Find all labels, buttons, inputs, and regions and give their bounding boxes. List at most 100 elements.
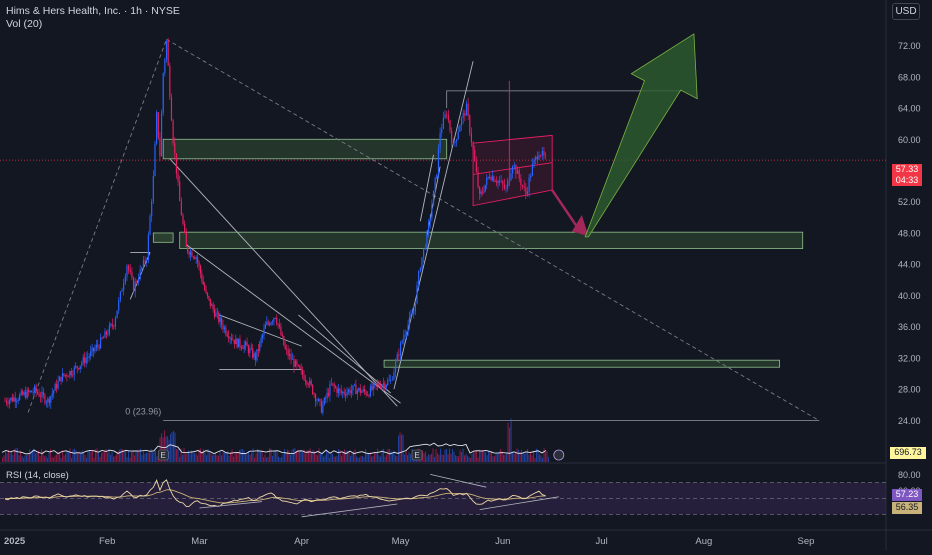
candle-body [507,180,509,189]
candle-body [291,358,294,360]
candle-body [378,383,380,387]
candle-body [451,130,453,143]
volume-bar [236,453,238,462]
candle-body [398,354,400,356]
candle-body [464,112,466,116]
currency-button[interactable]: USD [892,3,920,20]
candle-body [486,178,488,185]
candle-body [384,383,386,388]
candle-body [327,392,330,396]
candle-body [111,323,113,326]
last-price-tag: 57.33 04:33 [892,164,922,186]
candle-body [300,368,302,370]
volume-bar [233,456,235,462]
candle-body [233,339,235,344]
volume-bar [122,449,124,462]
candle-body [418,271,420,286]
volume-bar [368,454,370,462]
volume-bar [245,454,247,462]
candle-body [192,256,194,258]
volume-bar [387,448,389,462]
candle-body [277,323,279,325]
candle-body [287,349,289,356]
candle-body [218,312,220,322]
volume-bar [455,455,457,462]
price-tick-label: 28.00 [898,385,921,395]
candle-body [169,65,171,98]
candle-body [462,112,464,119]
volume-bar [311,452,313,462]
volume-bar [251,452,253,462]
volume-bar [410,454,412,462]
candle-body [78,368,80,370]
candle-body [129,270,131,273]
volume-bar [383,448,385,462]
volume-bar [114,456,116,462]
candle-body [441,128,443,133]
candle-body [32,392,34,393]
candle-body [346,392,348,396]
candle-body [5,400,8,403]
volume-bar [144,453,146,462]
volume-bar [71,457,73,462]
volume-bar [35,453,37,462]
volume-bar [297,450,299,462]
volume-bar [312,449,314,462]
volume-bar [38,450,40,462]
candle-body [294,360,297,367]
volume-bar [323,456,325,462]
volume-bar [446,449,448,462]
volume-bar [510,418,512,462]
volume-bar [53,457,55,462]
candle-body [13,397,15,402]
volume-bar [335,456,337,462]
volume-bar [140,448,142,462]
volume-bar [372,455,374,462]
candle-body [483,191,485,193]
candle-body [479,187,481,195]
candle-body [286,348,288,350]
volume-bar [255,453,257,462]
volume-bar [164,430,166,462]
candle-body [349,389,351,394]
volume-bar [176,449,178,462]
price-tick-label: 48.00 [898,228,921,238]
volume-bar [543,448,545,462]
candle-body [481,192,484,193]
volume-bar [167,436,169,462]
candle-body [124,276,126,284]
volume-bar [165,436,167,462]
volume-bar [98,452,100,462]
candle-body [266,322,268,325]
candle-body [257,349,259,351]
volume-bar [429,454,431,462]
candle-body [424,247,426,249]
candle-body [520,178,522,186]
candle-body [202,280,204,285]
volume-bar [537,449,539,462]
volume-bar [527,449,529,462]
volume-bar [518,449,520,462]
time-tick-label: Mar [191,536,207,547]
volume-bar [48,451,50,462]
candle-body [533,159,535,165]
volume-bar [240,449,242,462]
time-tick-label: Jun [495,536,510,547]
volume-bar [341,455,343,462]
candle-body [536,156,538,160]
candle-body [23,392,25,395]
volume-bar [9,453,11,462]
volume-bar [86,457,88,462]
volume-bar [468,457,470,462]
volume-bar [287,449,289,462]
candle-body [216,312,218,314]
volume-bar [3,455,5,462]
volume-bar [495,453,497,462]
candle-body [497,180,499,183]
candle-body [8,400,10,404]
candle-body [457,131,459,140]
volume-bar [534,457,536,462]
volume-bar [356,456,358,462]
